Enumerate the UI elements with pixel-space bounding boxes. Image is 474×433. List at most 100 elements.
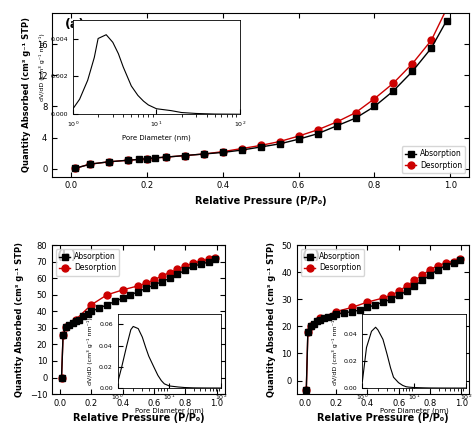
Absorption (341, 310, 347, 316)
Desorption (89, 302, 94, 307)
Absorption (444, 18, 449, 23)
Desorption (201, 152, 207, 157)
Absorption (303, 388, 309, 393)
Desorption (73, 317, 79, 322)
Desorption (365, 300, 370, 305)
Desorption (106, 159, 112, 165)
Absorption (308, 324, 314, 329)
Line: Desorption: Desorption (58, 254, 219, 381)
Desorption (411, 278, 417, 283)
Absorption (380, 300, 386, 305)
Absorption (72, 166, 78, 171)
Absorption (96, 306, 102, 311)
Absorption (81, 314, 86, 319)
Y-axis label: Quantity Absorbed (cm³ g⁻¹ STP): Quantity Absorbed (cm³ g⁻¹ STP) (22, 17, 31, 172)
Desorption (277, 139, 283, 144)
Absorption (120, 296, 126, 301)
Absorption (427, 272, 433, 278)
Absorption (125, 158, 131, 163)
Line: Desorption: Desorption (72, 6, 450, 172)
Desorption (333, 309, 339, 314)
Desorption (372, 96, 377, 101)
Desorption (334, 120, 339, 125)
Desorption (60, 332, 66, 337)
Absorption (388, 297, 394, 302)
Y-axis label: Quantity Absorbed (cm³ g⁻¹ STP): Quantity Absorbed (cm³ g⁻¹ STP) (15, 242, 24, 397)
Desorption (443, 260, 448, 265)
Legend: Absorption, Desorption: Absorption, Desorption (402, 146, 465, 173)
Absorption (365, 305, 370, 310)
Absorption (201, 152, 207, 157)
Absorption (296, 136, 301, 142)
Desorption (167, 270, 173, 275)
Absorption (136, 289, 141, 294)
Absorption (457, 258, 463, 263)
Desorption (308, 324, 314, 329)
Desorption (64, 324, 69, 330)
Desorption (151, 278, 157, 283)
Desorption (220, 149, 226, 154)
Desorption (136, 283, 141, 288)
Absorption (60, 332, 66, 337)
Absorption (318, 317, 323, 322)
Absorption (89, 309, 94, 314)
Absorption (404, 289, 410, 294)
Desorption (59, 375, 64, 380)
Desorption (72, 166, 78, 171)
Desorption (303, 388, 309, 393)
Text: (a): (a) (64, 18, 85, 31)
Absorption (182, 153, 188, 158)
Legend: Absorption, Desorption: Absorption, Desorption (56, 249, 119, 275)
Desorption (206, 257, 212, 262)
Text: (b): (b) (57, 250, 78, 263)
Y-axis label: Quantity Absorbed (cm³ g⁻¹ STP): Quantity Absorbed (cm³ g⁻¹ STP) (267, 242, 276, 397)
Absorption (87, 162, 93, 167)
Absorption (198, 262, 204, 267)
Desorption (212, 255, 218, 260)
Desorption (144, 156, 150, 161)
Desorption (191, 261, 196, 266)
Desorption (296, 133, 301, 139)
Absorption (277, 141, 283, 146)
Desorption (159, 273, 164, 278)
Absorption (330, 313, 336, 318)
Absorption (311, 321, 317, 326)
Absorption (353, 116, 358, 121)
Desorption (435, 263, 441, 268)
Absorption (419, 278, 425, 283)
Line: Desorption: Desorption (303, 255, 463, 394)
Desorption (198, 259, 204, 264)
Desorption (239, 146, 245, 151)
Desorption (396, 289, 401, 294)
X-axis label: Relative Pressure (P/P₀): Relative Pressure (P/P₀) (195, 196, 327, 206)
Absorption (396, 293, 401, 298)
Absorption (321, 316, 327, 321)
Absorption (443, 263, 448, 268)
Absorption (151, 282, 157, 288)
Desorption (120, 288, 126, 293)
Absorption (239, 148, 245, 153)
Absorption (258, 144, 264, 149)
Desorption (428, 38, 434, 43)
Absorption (163, 155, 169, 160)
Desorption (87, 162, 93, 167)
Absorption (373, 302, 378, 307)
Line: Absorption: Absorption (58, 256, 219, 381)
Absorption (159, 279, 164, 284)
Absorption (137, 157, 142, 162)
Absorption (73, 319, 79, 324)
Desorption (444, 6, 449, 12)
Absorption (349, 309, 355, 314)
Absorption (76, 317, 82, 322)
Desorption (305, 329, 311, 334)
Desorption (143, 281, 149, 286)
Absorption (391, 88, 396, 94)
Absorption (167, 276, 173, 281)
Absorption (128, 292, 133, 297)
Text: (c): (c) (302, 250, 321, 263)
Desorption (457, 256, 463, 262)
Absorption (206, 259, 212, 265)
Desorption (315, 127, 320, 132)
Desorption (427, 267, 433, 272)
Absorption (85, 311, 91, 317)
